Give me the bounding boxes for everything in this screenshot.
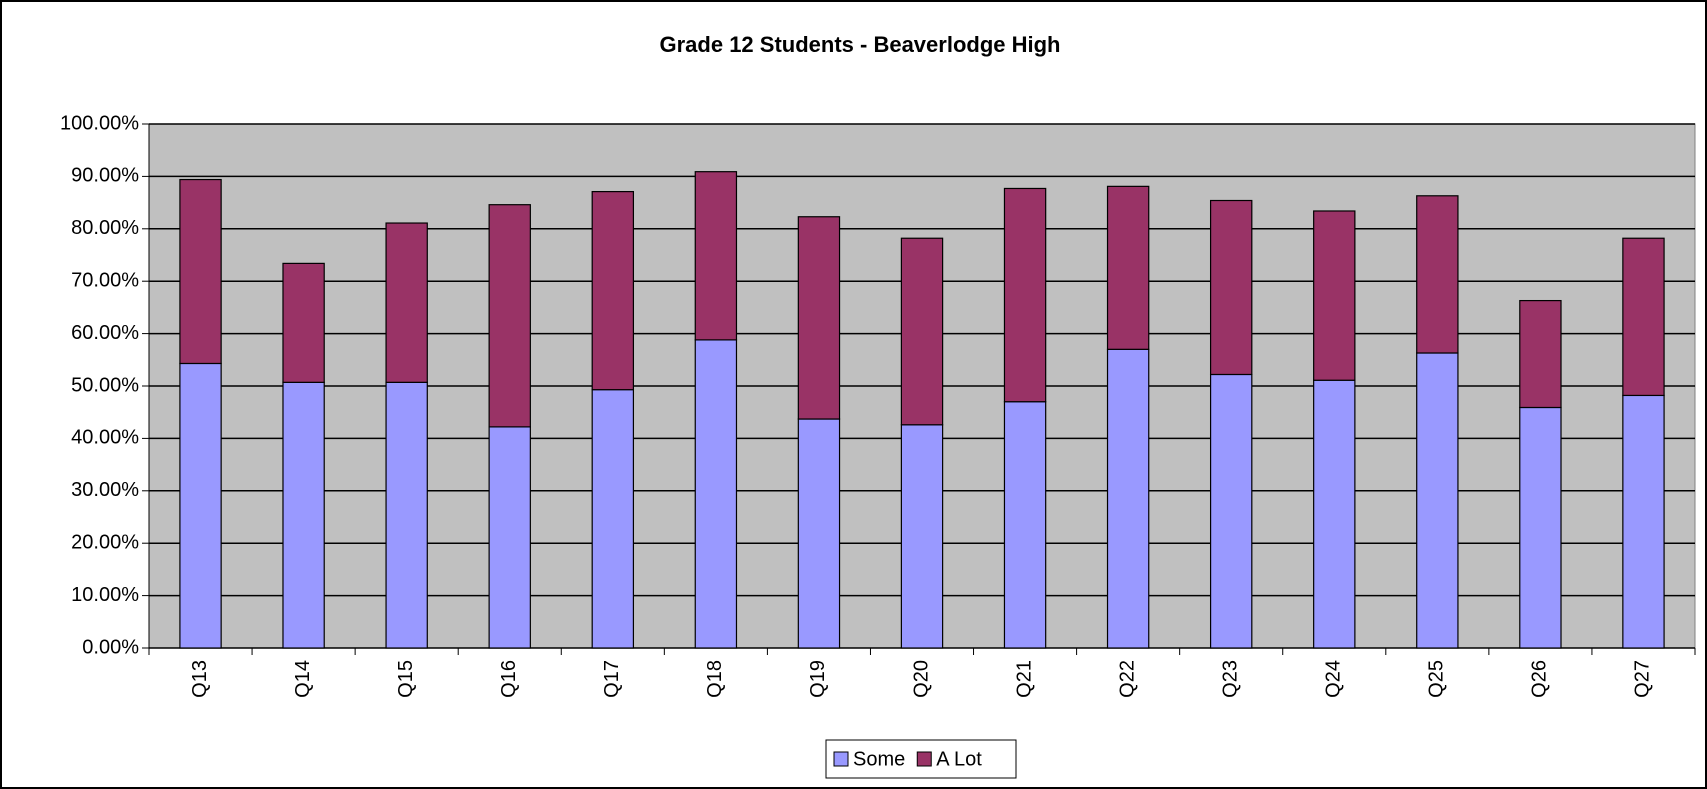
bar-segment bbox=[1622, 394, 1665, 649]
x-tick-label: Q21 bbox=[1013, 660, 1035, 698]
chart-title: Grade 12 Students - Beaverlodge High bbox=[660, 32, 1061, 57]
bar-segment bbox=[488, 426, 531, 649]
bar-segment bbox=[1209, 373, 1253, 649]
bar-segment bbox=[1519, 406, 1562, 649]
x-tick-label: Q23 bbox=[1219, 660, 1241, 698]
bar-segment bbox=[591, 389, 635, 649]
bar-segment bbox=[797, 418, 841, 649]
x-tick-label: Q26 bbox=[1529, 660, 1551, 698]
bar-segment bbox=[900, 237, 944, 426]
legend-label: Some bbox=[853, 748, 905, 770]
x-tick-label: Q27 bbox=[1632, 660, 1654, 698]
x-tick-label: Q16 bbox=[498, 660, 520, 698]
bar-segment bbox=[1416, 352, 1459, 649]
bar-segment bbox=[179, 178, 222, 365]
y-tick-label: 0.00% bbox=[82, 636, 139, 658]
bar-segment bbox=[1313, 379, 1356, 649]
x-tick-label: Q14 bbox=[292, 660, 314, 698]
bar-segment bbox=[1209, 199, 1253, 376]
bar-segment bbox=[1003, 401, 1047, 649]
legend-label: A Lot bbox=[936, 748, 982, 770]
bar-segment bbox=[1106, 348, 1150, 649]
bar-segment bbox=[179, 362, 222, 649]
bar-segment bbox=[1416, 195, 1459, 354]
x-tick-label: Q19 bbox=[807, 660, 829, 698]
y-tick-label: 30.00% bbox=[71, 479, 139, 501]
y-tick-label: 50.00% bbox=[71, 374, 139, 396]
bar-segment bbox=[488, 204, 531, 428]
legend-swatch bbox=[916, 751, 932, 767]
y-tick-label: 90.00% bbox=[71, 165, 139, 187]
x-tick-label: Q15 bbox=[395, 660, 417, 698]
x-tick-label: Q17 bbox=[601, 660, 623, 698]
x-tick-label: Q18 bbox=[704, 660, 726, 698]
y-tick-label: 20.00% bbox=[71, 531, 139, 553]
y-tick-label: 80.00% bbox=[71, 217, 139, 239]
y-tick-label: 40.00% bbox=[71, 427, 139, 449]
y-tick-label: 100.00% bbox=[60, 112, 139, 134]
bar-segment bbox=[1622, 237, 1665, 397]
bar-segment bbox=[385, 222, 428, 383]
bar-segment bbox=[1106, 185, 1150, 350]
bar-segment bbox=[282, 262, 325, 383]
bar-segment bbox=[797, 216, 841, 420]
x-tick-label: Q25 bbox=[1426, 660, 1448, 698]
legend-swatch bbox=[833, 751, 849, 767]
bar-segment bbox=[900, 424, 944, 649]
bar-segment bbox=[385, 381, 428, 649]
bar-segment bbox=[694, 171, 738, 341]
bar-segment bbox=[1003, 187, 1047, 403]
y-tick-label: 60.00% bbox=[71, 322, 139, 344]
bar-segment bbox=[1313, 210, 1356, 381]
x-tick-label: Q24 bbox=[1323, 660, 1345, 698]
x-tick-label: Q13 bbox=[189, 660, 211, 698]
x-tick-label: Q20 bbox=[910, 660, 932, 698]
y-tick-label: 70.00% bbox=[71, 269, 139, 291]
bar-segment bbox=[694, 339, 738, 649]
x-tick-label: Q22 bbox=[1116, 660, 1138, 698]
bar-segment bbox=[282, 381, 325, 649]
bar-segment bbox=[1519, 299, 1562, 409]
bar-segment bbox=[591, 190, 635, 391]
y-tick-label: 10.00% bbox=[71, 584, 139, 606]
